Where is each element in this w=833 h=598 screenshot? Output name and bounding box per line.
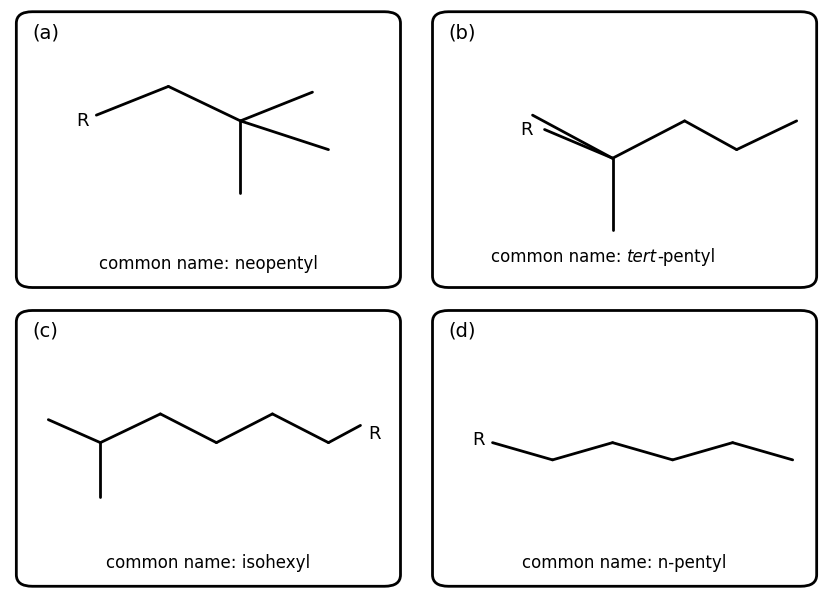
Text: common name: isohexyl: common name: isohexyl bbox=[107, 554, 311, 572]
Text: (a): (a) bbox=[32, 23, 59, 42]
Text: R: R bbox=[77, 112, 89, 130]
Text: common name: neopentyl: common name: neopentyl bbox=[99, 255, 318, 273]
Text: (b): (b) bbox=[448, 23, 476, 42]
Text: R: R bbox=[368, 425, 381, 443]
Text: (d): (d) bbox=[448, 322, 476, 341]
Text: R: R bbox=[521, 121, 533, 139]
Text: common name:: common name: bbox=[491, 248, 626, 267]
Text: R: R bbox=[472, 431, 485, 448]
Text: (c): (c) bbox=[32, 322, 58, 341]
Text: tert: tert bbox=[626, 248, 657, 267]
Text: -pentyl: -pentyl bbox=[657, 248, 715, 267]
Text: common name: n-pentyl: common name: n-pentyl bbox=[522, 554, 726, 572]
